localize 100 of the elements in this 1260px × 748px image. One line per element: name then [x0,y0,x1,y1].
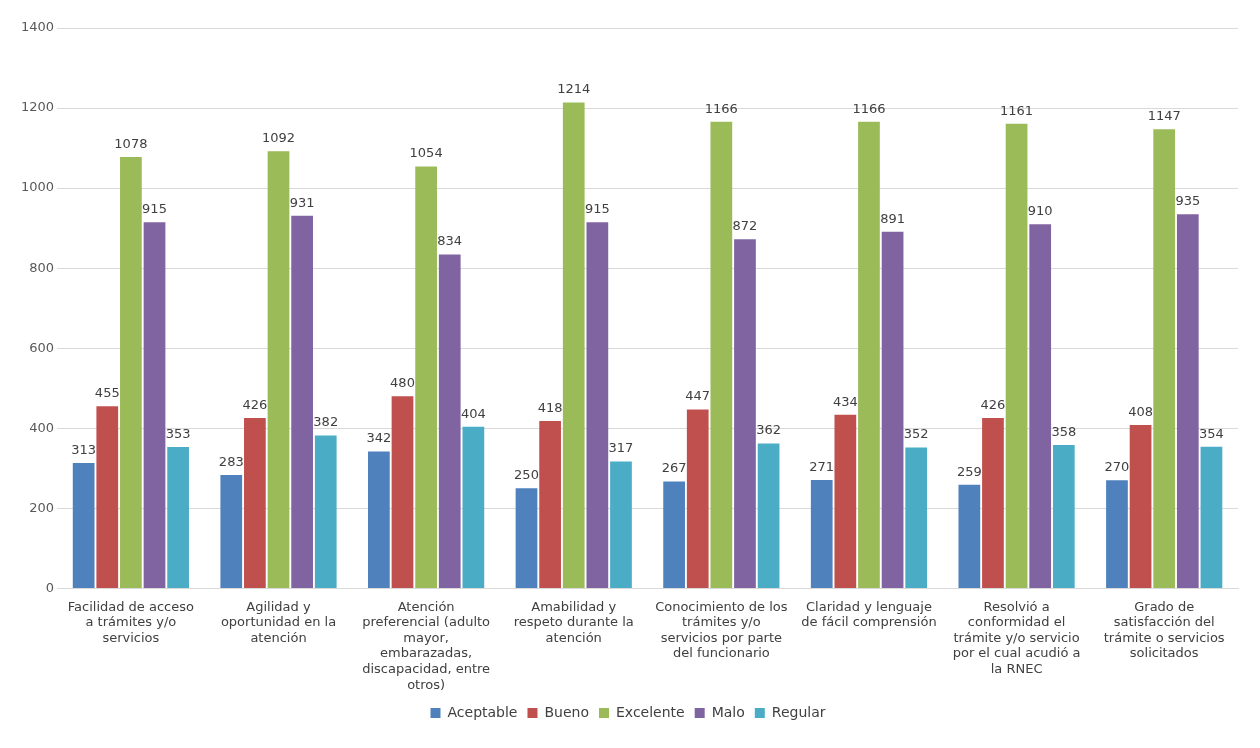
bar [586,222,609,588]
data-label: 910 [1027,203,1053,219]
data-label: 408 [1128,403,1153,419]
bar [291,215,313,588]
bar [143,222,166,588]
data-label: 834 [437,233,463,249]
bar [1029,224,1052,588]
data-label: 1166 [704,100,738,116]
bar [1176,214,1199,588]
x-tick-label: Agilidad y oportunidad en la atención [220,598,337,645]
x-tick-label: Conocimiento de los trámites y/o servicios por parte del funcionario [655,598,788,661]
data-label: 1161 [1000,102,1034,118]
data-label: 1054 [409,145,443,161]
data-label: 353 [165,425,191,441]
data-label: 426 [980,396,1006,412]
y-tick-label: 1200 [20,99,55,115]
bar [1052,445,1075,588]
bar [663,481,685,588]
bar [858,121,880,588]
data-label: 434 [832,393,858,409]
y-tick-label: 800 [29,259,55,275]
data-label: 931 [289,194,315,210]
bar [391,396,414,588]
x-tick-label: Claridad y lenguaje de fácil comprensión [801,598,937,630]
x-tick-label: Atención preferencial (adulto mayor, embarazadas, discapacidad, entre otros) [362,598,491,692]
bar [415,166,437,588]
bar [267,151,290,588]
data-label: 352 [903,426,929,442]
data-label: 313 [71,441,97,457]
y-tick-label: 400 [29,419,55,435]
data-label: 1214 [557,81,591,97]
data-label: 915 [584,201,610,217]
data-label: 447 [685,388,711,404]
bar [96,406,119,588]
bar [220,475,243,588]
data-label: 915 [142,201,167,217]
bar [438,254,461,588]
bar [734,239,756,588]
y-tick-label: 1400 [20,19,55,35]
data-label: 259 [956,463,982,479]
data-label: 935 [1175,193,1201,209]
bar [710,121,733,588]
y-tick-label: 600 [29,339,55,355]
x-tick-label: Facilidad de acceso a trámites y/o servicios [67,598,195,645]
data-label: 404 [460,405,486,421]
bar [881,231,904,588]
bar [958,484,981,588]
bar [1153,129,1176,588]
data-label: 455 [94,385,120,401]
data-label: 891 [880,210,905,226]
data-label: 354 [1199,425,1224,441]
bar [314,435,337,588]
bar [167,447,189,588]
bar [757,443,780,588]
legend-label: Bueno [544,703,590,720]
data-label: 872 [732,218,758,234]
data-label: 382 [313,414,339,430]
data-label: 1078 [114,135,148,151]
bar [1200,446,1223,588]
bar [244,417,266,588]
bar [120,156,142,588]
data-label: 250 [514,467,539,483]
data-label: 283 [218,453,244,469]
bar [610,461,632,588]
x-tick-label: Amabilidad y respeto durante la atención [513,598,634,645]
legend-label: Excelente [616,703,685,720]
data-label: 270 [1104,459,1130,475]
bar [72,463,95,588]
data-label: 362 [756,422,781,438]
bar [1129,425,1152,588]
legend-label: Malo [711,703,745,720]
x-tick-label: Grado de satisfacción del trámite o servicios solicitados [1103,598,1225,661]
legend-label: Aceptable [447,703,518,720]
data-label: 426 [242,396,268,412]
data-label: 418 [537,399,563,415]
bar [1005,123,1028,588]
bar [982,417,1004,588]
bar [515,488,538,588]
data-label: 342 [366,430,392,446]
y-tick-label: 1000 [20,179,55,195]
x-tick-label: Resolvió a conformidad el trámite y/o servicio por el cual acudió a la RNEC [952,598,1081,676]
bar [539,421,561,588]
data-label: 1092 [261,130,296,146]
bar [905,447,928,588]
bar [462,426,485,588]
data-label: 1147 [1147,108,1181,124]
data-label: 317 [608,440,634,456]
bar [562,102,585,588]
data-label: 271 [809,458,835,474]
data-label: 1166 [852,100,886,116]
bar [368,451,390,588]
data-label: 480 [390,375,415,391]
data-label: 267 [661,460,687,476]
bar [810,479,833,588]
legend-label: Regular [771,703,826,720]
data-label: 358 [1051,423,1077,439]
bar [834,414,857,588]
bar [686,409,709,588]
y-tick-label: 200 [29,499,55,515]
y-tick-label: 0 [45,579,55,595]
